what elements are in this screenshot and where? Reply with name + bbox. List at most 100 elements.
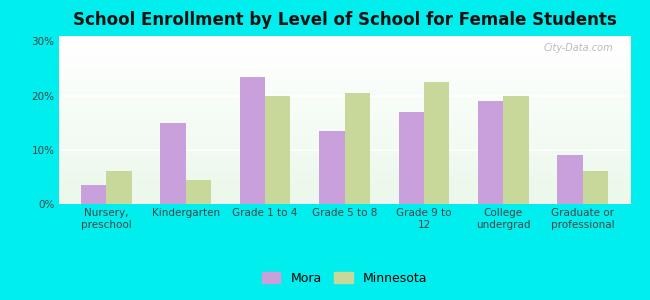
Bar — [58, 61, 630, 63]
Bar — [58, 164, 630, 165]
Bar — [503, 96, 529, 204]
Bar — [58, 43, 630, 44]
Bar — [58, 150, 630, 152]
Bar — [58, 59, 630, 61]
Bar — [58, 95, 630, 97]
Bar — [58, 132, 630, 134]
Bar — [58, 100, 630, 101]
Bar — [58, 41, 630, 43]
Bar — [58, 70, 630, 71]
Text: City-Data.com: City-Data.com — [543, 43, 614, 53]
Bar — [58, 108, 630, 110]
Bar — [58, 66, 630, 68]
Bar — [58, 101, 630, 103]
Bar — [58, 103, 630, 105]
Bar — [58, 64, 630, 66]
Bar — [583, 172, 608, 204]
Bar — [58, 182, 630, 184]
Bar — [58, 80, 630, 81]
Bar — [58, 44, 630, 46]
Bar — [58, 53, 630, 55]
Bar — [58, 130, 630, 132]
Legend: Mora, Minnesota: Mora, Minnesota — [261, 272, 428, 285]
Bar — [58, 152, 630, 154]
Bar — [58, 196, 630, 197]
Bar — [58, 154, 630, 155]
Bar — [319, 131, 344, 204]
Bar — [58, 174, 630, 176]
Bar — [58, 76, 630, 78]
Bar — [58, 147, 630, 148]
Bar — [58, 110, 630, 112]
Bar — [58, 190, 630, 192]
Bar — [58, 58, 630, 59]
Bar — [58, 135, 630, 137]
Bar — [58, 134, 630, 135]
Bar — [186, 180, 211, 204]
Bar — [58, 167, 630, 169]
Bar — [58, 187, 630, 189]
Bar — [160, 123, 186, 204]
Bar — [58, 177, 630, 179]
Bar — [58, 118, 630, 120]
Bar — [58, 157, 630, 159]
Bar — [58, 128, 630, 130]
Bar — [58, 145, 630, 147]
Bar — [58, 120, 630, 122]
Bar — [58, 137, 630, 139]
Bar — [58, 194, 630, 196]
Bar — [58, 83, 630, 85]
Bar — [58, 112, 630, 113]
Bar — [58, 170, 630, 172]
Bar — [58, 123, 630, 125]
Bar — [58, 86, 630, 88]
Bar — [58, 201, 630, 202]
Bar — [81, 185, 106, 204]
Bar — [58, 90, 630, 92]
Bar — [58, 192, 630, 194]
Bar — [58, 199, 630, 201]
Bar — [265, 96, 291, 204]
Bar — [58, 81, 630, 83]
Bar — [58, 113, 630, 115]
Bar — [58, 93, 630, 95]
Bar — [58, 92, 630, 93]
Bar — [58, 98, 630, 100]
Bar — [58, 176, 630, 177]
Bar — [58, 106, 630, 108]
Bar — [58, 165, 630, 167]
Bar — [58, 38, 630, 39]
Bar — [58, 140, 630, 142]
Bar — [58, 169, 630, 170]
Bar — [58, 55, 630, 56]
Bar — [58, 184, 630, 185]
Bar — [58, 162, 630, 164]
Bar — [58, 202, 630, 204]
Bar — [58, 127, 630, 128]
Bar — [58, 63, 630, 64]
Bar — [398, 112, 424, 204]
Bar — [58, 39, 630, 41]
Bar — [58, 46, 630, 48]
Bar — [58, 155, 630, 157]
Bar — [58, 159, 630, 160]
Bar — [58, 88, 630, 90]
Bar — [58, 189, 630, 190]
Bar — [58, 105, 630, 106]
Bar — [106, 172, 131, 204]
Bar — [58, 172, 630, 174]
Bar — [424, 82, 449, 204]
Bar — [58, 117, 630, 118]
Bar — [58, 73, 630, 75]
Bar — [58, 48, 630, 50]
Bar — [58, 125, 630, 127]
Bar — [240, 76, 265, 204]
Bar — [58, 71, 630, 73]
Bar — [58, 78, 630, 80]
Bar — [58, 68, 630, 70]
Title: School Enrollment by Level of School for Female Students: School Enrollment by Level of School for… — [73, 11, 616, 29]
Bar — [58, 148, 630, 150]
Bar — [58, 75, 630, 76]
Bar — [58, 143, 630, 145]
Bar — [58, 181, 630, 182]
